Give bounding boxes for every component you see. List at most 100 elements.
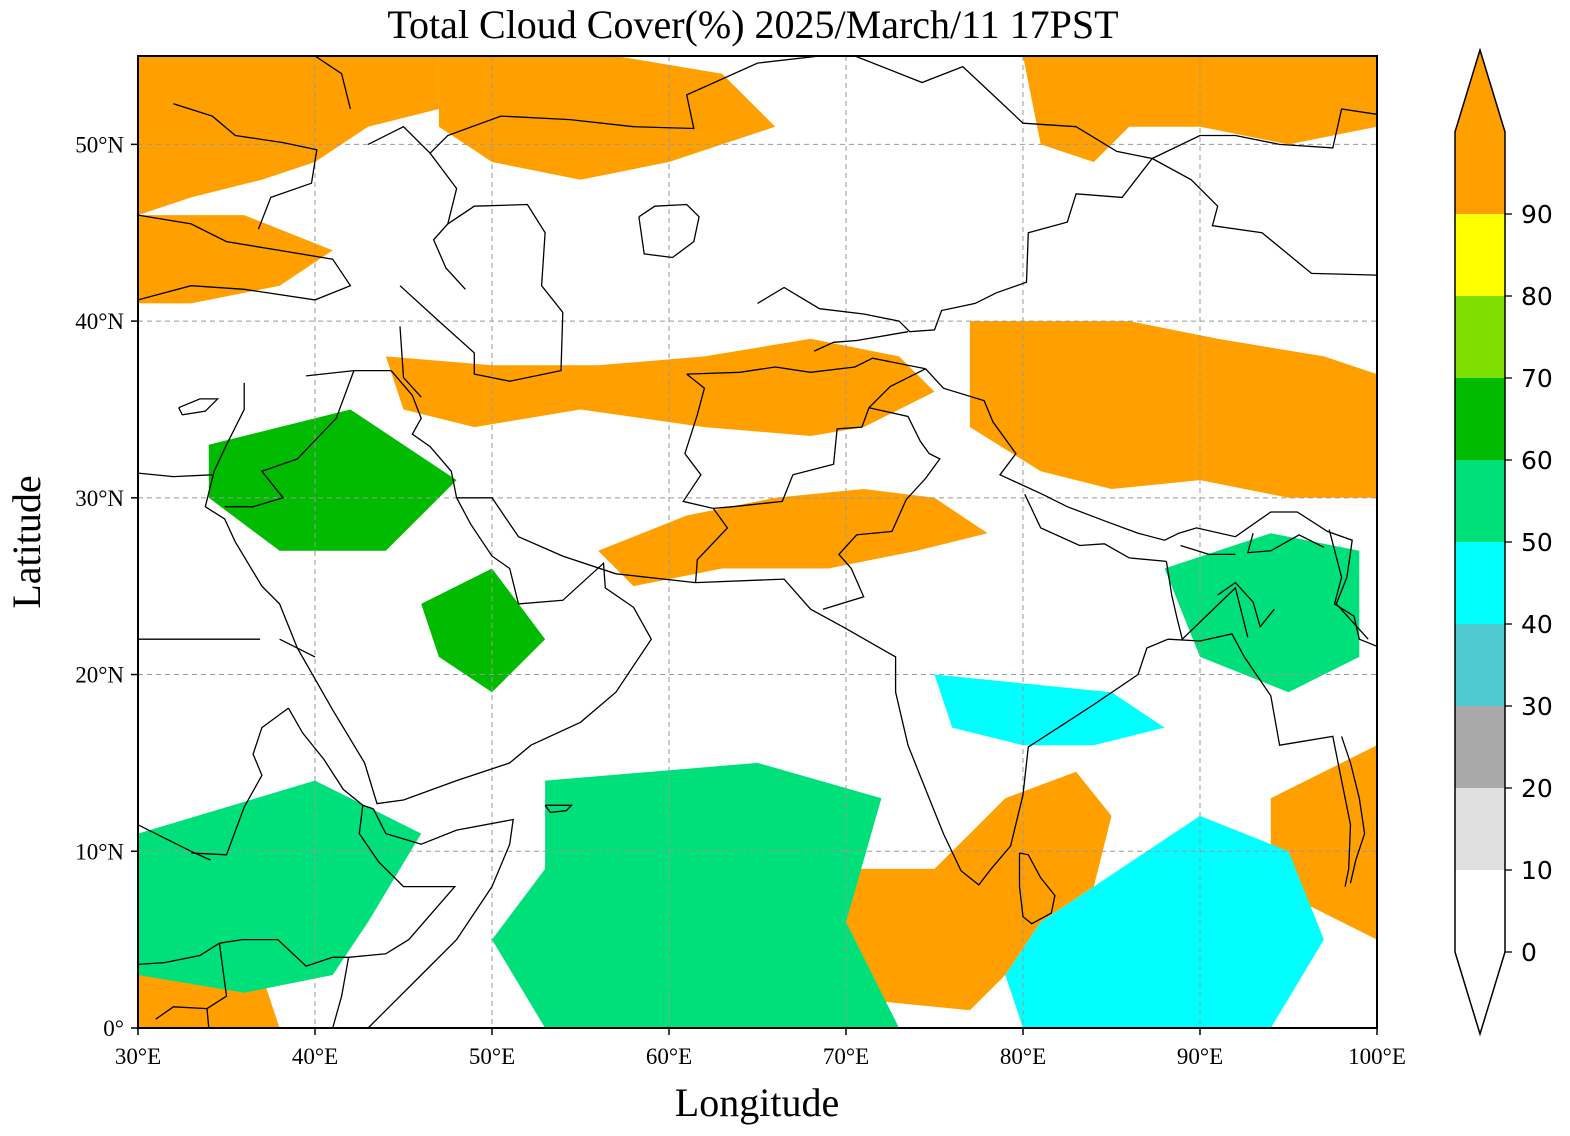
border-line: [348, 805, 457, 958]
colorbar-swatch: [1455, 378, 1505, 460]
border-line: [138, 942, 220, 966]
colorbar-swatch: [1455, 706, 1505, 788]
x-tick-label: 90°E: [1177, 1044, 1223, 1069]
gridlines: [138, 56, 1377, 1028]
colorbar-tick-label: 80: [1521, 282, 1553, 311]
border-line: [1165, 561, 1249, 641]
cloud-region-bay-of-bengal-cyan: [1005, 815, 1324, 1028]
colorbar-swatch: [1455, 296, 1505, 378]
border-line: [686, 357, 926, 375]
x-axis-title: Longitude: [675, 1080, 839, 1125]
border-line: [390, 370, 458, 498]
border-line: [138, 472, 213, 478]
x-tick-label: 60°E: [646, 1044, 692, 1069]
border-line: [1328, 529, 1377, 647]
colorbar-swatch: [1455, 50, 1505, 214]
border-line: [638, 203, 700, 259]
border-line: [1151, 157, 1377, 276]
border-line: [757, 158, 1153, 333]
border-line: [544, 804, 574, 814]
x-axis-ticks: 30°E 40°E 50°E 60°E 70°E 80°E 90°E 100°E: [115, 1028, 1406, 1069]
border-line: [314, 56, 352, 110]
border-line: [1217, 581, 1275, 629]
cloud-regions: [138, 56, 1377, 1028]
cloud-region-siberia-mongolia: [1023, 56, 1377, 162]
border-line: [138, 214, 352, 301]
x-tick-label: 30°E: [115, 1044, 161, 1069]
cloud-region-kazakh-steppe: [438, 56, 776, 180]
colorbar-swatch: [1455, 870, 1505, 1034]
y-tick-label: 10°N: [75, 839, 124, 864]
border-line: [1018, 852, 1056, 925]
border-line: [367, 125, 458, 225]
border-line: [287, 707, 374, 810]
y-tick-label: 20°N: [75, 663, 124, 688]
border-line: [813, 331, 909, 352]
border-line: [399, 203, 564, 382]
colorbar-tick-label: 30: [1521, 692, 1553, 721]
x-tick-label: 40°E: [292, 1044, 338, 1069]
x-tick-label: 80°E: [1000, 1044, 1046, 1069]
border-line: [713, 368, 926, 510]
colorbar-swatch: [1455, 214, 1505, 296]
cloud-region-india-scatter: [934, 674, 1165, 746]
colorbar-swatch: [1455, 460, 1505, 542]
border-line: [367, 808, 514, 1028]
cloud-region-persian-gulf-scatter: [421, 568, 546, 693]
colorbar: 0 10 20 30 40 50 60 70 80 90: [1454, 47, 1553, 1037]
border-line: [429, 56, 1153, 160]
y-tick-label: 0°: [103, 1016, 124, 1041]
cloud-region-arabian-sea-south: [492, 762, 900, 1028]
x-tick-label: 100°E: [1348, 1044, 1406, 1069]
y-tick-label: 30°N: [75, 486, 124, 511]
border-line: [399, 326, 422, 398]
x-tick-label: 50°E: [469, 1044, 515, 1069]
border-line: [1246, 533, 1325, 554]
cloud-region-black-sea-caucasus: [138, 215, 333, 304]
border-line: [138, 824, 211, 861]
colorbar-tick-label: 40: [1521, 610, 1553, 639]
border-line: [173, 103, 318, 230]
colorbar-tick-label: 50: [1521, 528, 1553, 557]
cloud-region-horn-africa-scatter: [138, 780, 422, 993]
country-borders: [138, 56, 1377, 1028]
border-line: [191, 707, 289, 856]
cloud-region-tibet-plateau: [969, 321, 1377, 498]
colorbar-tick-label: 70: [1521, 364, 1553, 393]
plot-frame: [137, 55, 1378, 1029]
border-line: [925, 368, 1369, 640]
border-line: [204, 382, 653, 805]
colorbar-swatch: [1455, 788, 1505, 870]
border-line: [1180, 544, 1236, 556]
cloud-region-indochina-cyan: [1164, 533, 1360, 693]
chart-title: Total Cloud Cover(%) 2025/March/11 17PST: [387, 2, 1118, 47]
colorbar-tick-label: 20: [1521, 774, 1553, 803]
cloud-region-north-india-band: [598, 489, 988, 587]
cloud-region-north-west-russia: [138, 56, 439, 216]
cloud-region-iran-afghanistan-tajik: [385, 338, 935, 436]
y-tick-label: 50°N: [75, 132, 124, 157]
border-line: [178, 398, 220, 416]
y-axis-ticks: 0° 10°N 20°N 30°N 40°N 50°N: [75, 132, 138, 1041]
colorbar-tick-label: 60: [1521, 446, 1553, 475]
border-line: [456, 497, 1352, 887]
colorbar-swatch: [1455, 624, 1505, 706]
border-line: [1151, 108, 1377, 160]
border-line: [682, 373, 729, 583]
colorbar-tick-label: 90: [1521, 200, 1553, 229]
y-tick-label: 40°N: [75, 309, 124, 334]
border-line: [224, 370, 355, 508]
cloud-region-arabia-scatter: [208, 409, 457, 551]
colorbar-tick-label: 10: [1521, 856, 1553, 885]
border-line: [206, 1008, 210, 1028]
border-line: [1340, 736, 1366, 884]
cloud-region-bay-of-bengal-south: [846, 771, 1112, 1011]
border-line: [1024, 494, 1167, 563]
border-line: [279, 638, 316, 658]
border-line: [822, 407, 941, 610]
colorbar-swatch: [1455, 542, 1505, 624]
border-line: [219, 938, 350, 1028]
x-tick-label: 70°E: [823, 1044, 869, 1069]
y-axis-title: Latitude: [4, 475, 49, 608]
